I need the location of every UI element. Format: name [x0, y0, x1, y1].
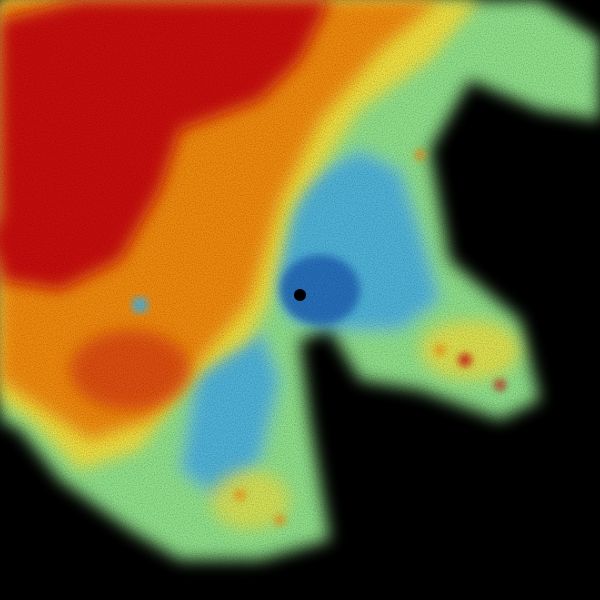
radar-image: [0, 0, 600, 600]
texture-noise: [0, 0, 600, 600]
